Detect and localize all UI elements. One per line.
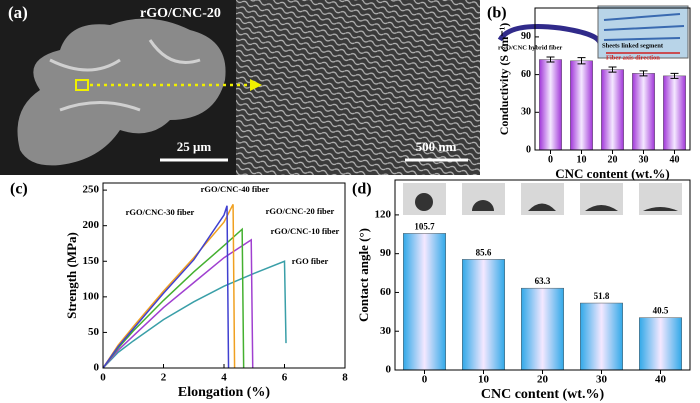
series-line [102, 238, 254, 369]
x-tick-label: 30 [596, 374, 608, 386]
droplet [528, 203, 556, 211]
x-tick-label: 10 [577, 154, 587, 165]
bar [639, 317, 682, 371]
series-label: rGO/CNC-10 fiber [271, 226, 340, 236]
x-tick-label: 40 [655, 374, 667, 386]
y-tick-label: 90 [380, 247, 392, 259]
error-bar [670, 72, 679, 79]
value-label: 51.8 [594, 291, 610, 301]
y-tick-label: 90 [521, 31, 531, 42]
x-tick-label: 10 [478, 374, 490, 386]
y-axis-label: Conductivity (S cm⁻¹) [497, 23, 511, 136]
series-label: rGO/CNC-30 fiber [126, 207, 195, 217]
inset-text: Sheets linked segment [602, 42, 664, 49]
x-tick-label: 2 [161, 372, 167, 384]
image-title: rGO/CNC-20 [140, 6, 221, 21]
panel-label: (a) [8, 3, 28, 22]
x-tick-label: 6 [282, 372, 288, 384]
y-tick-label: 60 [521, 69, 531, 80]
y-tick-label: 200 [83, 219, 100, 231]
x-tick-label: 0 [100, 372, 106, 384]
y-tick-label: 50 [88, 326, 100, 338]
value-label: 40.5 [653, 306, 669, 316]
y-tick-label: 30 [521, 107, 531, 118]
series-label: rGO/CNC-20 fiber [266, 206, 335, 216]
scale-label: 25 μm [177, 139, 212, 154]
droplet [643, 207, 678, 211]
inset-sheets [603, 13, 685, 41]
bar [462, 259, 505, 371]
x-axis-label: Elongation (%) [178, 385, 271, 400]
inset-text: Fiber axis direction [606, 54, 660, 61]
x-tick-label: 4 [221, 372, 227, 384]
y-tick-label: 0 [94, 362, 100, 374]
sem-image-right [236, 0, 480, 175]
x-tick-label: 20 [608, 154, 618, 165]
scale-label: 500 nm [416, 139, 457, 154]
value-label: 85.6 [476, 247, 492, 257]
inset-text: rGO/CNC hybrid fiber [498, 44, 562, 51]
y-tick-label: 0 [526, 144, 531, 155]
y-tick-label: 120 [375, 208, 392, 220]
y-tick-label: 0 [386, 364, 392, 376]
series-line [102, 204, 236, 369]
series-label: rGO fiber [292, 256, 329, 266]
bar [570, 60, 593, 151]
x-tick-label: 20 [537, 374, 549, 386]
x-tick-label: 40 [670, 154, 680, 165]
panel-label: (b) [487, 5, 507, 22]
error-bar [546, 56, 555, 63]
bar [601, 69, 624, 151]
y-axis-label: Strength (MPa) [64, 232, 79, 319]
y-tick-label: 250 [83, 184, 100, 196]
droplet-images [403, 183, 682, 215]
error-bar [577, 57, 586, 65]
droplet [472, 200, 494, 211]
droplet [415, 193, 433, 211]
panel-label: (c) [10, 181, 28, 198]
error-bar [639, 70, 648, 77]
x-tick-label: 0 [548, 154, 553, 165]
x-tick-label: 0 [422, 374, 428, 386]
y-axis-label: Contact angle (°) [356, 228, 371, 322]
inset-fiber [497, 24, 603, 45]
plot-frame [534, 7, 691, 151]
error-bar [608, 66, 617, 73]
value-label: 105.7 [414, 221, 435, 231]
series-line [102, 260, 287, 369]
x-tick-label: 8 [342, 372, 348, 384]
x-axis-label: CNC content (wt.%) [555, 166, 669, 181]
zoom-arrowhead [250, 79, 262, 91]
x-tick-label: 30 [639, 154, 649, 165]
sem-texture [49, 39, 201, 112]
bar [403, 233, 446, 371]
bar [580, 302, 623, 371]
bar [521, 287, 564, 371]
series-label: rGO/CNC-40 fiber [201, 184, 270, 194]
value-label: 63.3 [535, 276, 551, 286]
zoom-box [75, 79, 89, 91]
plot-frame [102, 182, 346, 369]
panel-label: (d) [352, 181, 372, 198]
x-axis-label: CNC content (wt.%) [481, 387, 605, 402]
y-tick-label: 100 [83, 290, 100, 302]
droplet [585, 205, 618, 211]
bar [539, 59, 562, 151]
plot-frame [394, 179, 691, 371]
series-line [102, 227, 245, 369]
bar [663, 75, 686, 151]
series-line [102, 205, 230, 369]
sem-specimen [17, 18, 226, 166]
y-tick-label: 150 [83, 255, 100, 267]
y-tick-label: 60 [380, 286, 392, 298]
bar [632, 73, 655, 151]
y-tick-label: 30 [380, 325, 392, 337]
